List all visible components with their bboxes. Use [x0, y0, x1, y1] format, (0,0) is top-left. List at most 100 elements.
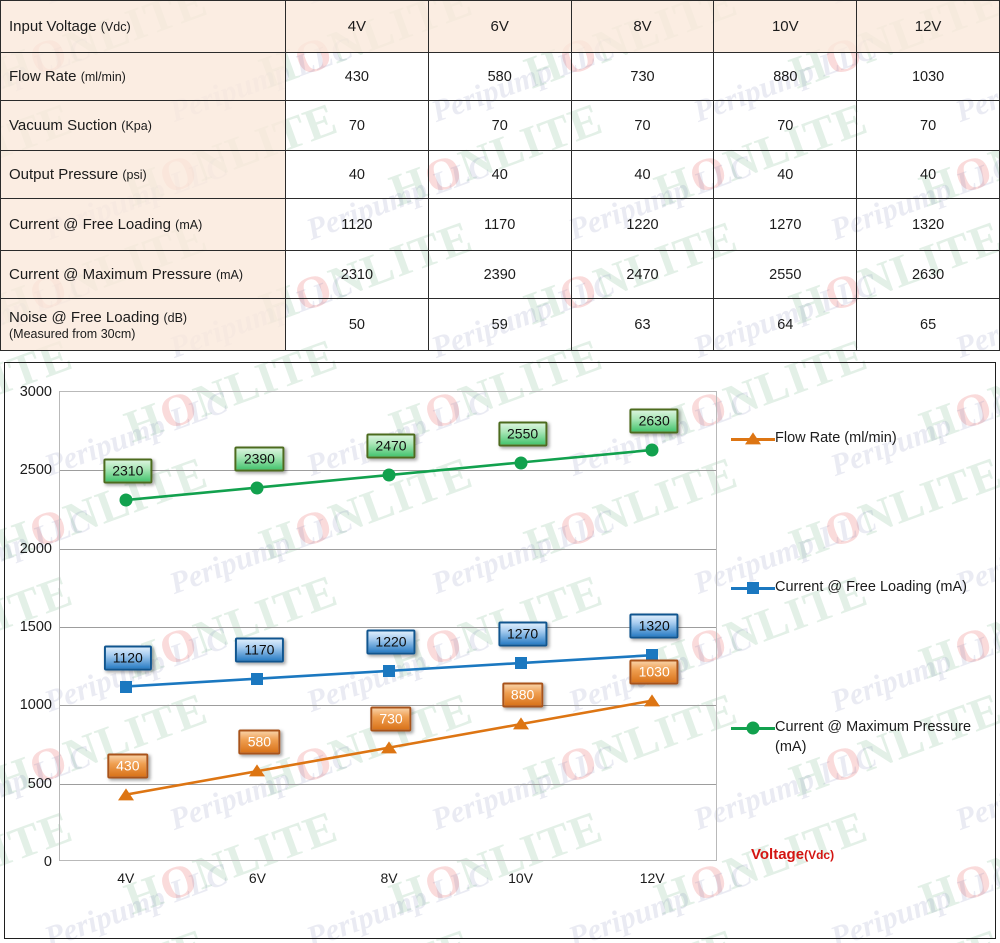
row-label-text: Noise @ Free Loading — [9, 308, 160, 326]
row-label-text: Current @ Free Loading — [9, 216, 171, 233]
gridline — [60, 548, 716, 550]
legend-marker — [731, 579, 775, 597]
table-cell: 1320 — [856, 198, 1000, 251]
y-axis-tick-label: 1500 — [19, 619, 52, 635]
data-point-marker — [646, 649, 659, 662]
legend-entry: Current @ Free Loading (mA) — [731, 578, 993, 598]
data-point-label: 2390 — [234, 446, 284, 472]
data-point-label: 1170 — [235, 637, 284, 663]
legend-marker-glyph — [747, 582, 759, 594]
data-point-marker — [645, 443, 659, 457]
row-label-text: Vacuum Suction — [9, 117, 118, 134]
table-cell: 70 — [856, 100, 1000, 151]
table-cell: 1270 — [713, 198, 858, 251]
series-lines — [125, 448, 653, 796]
table-row-label: Noise @ Free Loading (dB) (Measured from … — [0, 298, 286, 351]
table-cell: 40 — [856, 150, 1000, 199]
gridline — [60, 783, 716, 785]
table-cell: 40 — [427, 150, 572, 199]
data-point-label: 2550 — [498, 420, 548, 447]
table-cell: 2550 — [713, 250, 858, 299]
y-axis-tick-label: 0 — [43, 854, 52, 870]
row-label-text: Output Pressure — [9, 166, 119, 183]
table-column-header: 12V — [856, 0, 1000, 53]
data-point-marker — [117, 788, 134, 801]
legend-entry: Flow Rate (ml/min) — [731, 429, 993, 449]
data-point-label: 1030 — [629, 659, 679, 685]
data-point-label: 1120 — [103, 644, 152, 671]
table-column-header: 10V — [713, 0, 858, 53]
table-cell: 70 — [285, 100, 429, 151]
x-axis-title-text: Voltage — [751, 846, 805, 863]
table-row-label: Current @ Free Loading (mA) — [0, 198, 286, 251]
table-cell: 70 — [427, 100, 572, 151]
row-label-unit: (dB) — [163, 310, 188, 325]
table-cell: 40 — [713, 150, 858, 199]
table-row: Noise @ Free Loading (dB) (Measured from … — [0, 298, 1000, 351]
x-axis-tick-label: 12V — [639, 870, 665, 886]
table-cell: 70 — [713, 100, 858, 151]
row-label-text: Flow Rate — [9, 68, 77, 85]
gridline — [60, 705, 716, 707]
data-point-marker — [514, 657, 527, 670]
table-column-header: 8V — [570, 0, 715, 53]
table-row: Flow Rate (ml/min) 430 580 730 880 1030 — [0, 52, 1000, 101]
table-cell: 730 — [570, 52, 715, 101]
table-cell: 2390 — [427, 250, 572, 299]
data-point-label: 580 — [238, 729, 281, 755]
data-point-marker — [251, 672, 264, 685]
gridline — [60, 627, 716, 628]
table-row: Vacuum Suction (Kpa) 70 70 70 70 70 — [0, 100, 1000, 151]
x-axis-title-unit: (Vdc) — [804, 848, 835, 862]
legend-label: Flow Rate (ml/min) — [775, 430, 897, 446]
table-cell: 50 — [285, 298, 429, 351]
data-point-label: 2470 — [366, 433, 416, 459]
table-cell: 65 — [856, 298, 1000, 351]
table-cell: 1030 — [856, 52, 1000, 101]
y-axis-tick-label: 2500 — [19, 462, 52, 479]
y-axis-tick-label: 1000 — [19, 697, 52, 714]
table-cell: 64 — [713, 298, 858, 351]
table-row-label: Flow Rate (ml/min) — [0, 52, 286, 101]
y-axis-tick-label: 500 — [27, 775, 52, 792]
x-axis-tick-label: 8V — [380, 870, 398, 886]
table-cell: 2310 — [285, 250, 429, 299]
x-axis-tick-label: 6V — [248, 870, 266, 886]
table-cell: 430 — [285, 52, 429, 101]
table-cell: 880 — [713, 52, 858, 101]
legend-label: Current @ Free Loading (mA) — [775, 579, 968, 595]
data-point-label: 730 — [370, 706, 412, 732]
table-row-label: Output Pressure (psi) — [0, 150, 286, 199]
specification-table: Input Voltage (Vdc) 4V 6V 8V 10V 12V Flow Rate… — [0, 0, 1000, 351]
data-point-marker — [644, 694, 661, 707]
performance-chart: 0 500 1000 1500 2000 2500 3000 4V 6V 8V 10V 12V 43… — [4, 362, 996, 939]
legend-marker — [731, 430, 775, 448]
table-row-label: Vacuum Suction (Kpa) — [0, 100, 286, 151]
data-point-marker — [514, 456, 528, 469]
data-point-label: 1220 — [366, 629, 416, 655]
table-cell: 1220 — [570, 198, 715, 251]
row-label-text: Current @ Maximum Pressure — [9, 266, 212, 283]
y-axis-tick-label: 3000 — [19, 384, 52, 400]
row-label-sub: (Measured from 30cm) — [9, 326, 136, 341]
header-label-unit: (Vdc) — [100, 20, 131, 34]
x-axis-title: Voltage(Vdc) — [751, 846, 834, 863]
table-row: Current @ Free Loading (mA) 1120 1170 1220 1… — [0, 198, 1000, 251]
table-header-row: Input Voltage (Vdc) 4V 6V 8V 10V 12V — [0, 0, 1000, 53]
legend-marker-glyph — [745, 432, 761, 445]
header-label-text: Input Voltage — [9, 18, 97, 35]
row-label-unit: (mA) — [215, 268, 244, 282]
y-axis-tick-label: 2000 — [19, 540, 52, 557]
chart-plot-area: 0 500 1000 1500 2000 2500 3000 4V 6V 8V 10V 12V 43… — [20, 384, 717, 886]
data-point-label: 880 — [501, 682, 544, 708]
data-point-label: 2310 — [103, 458, 153, 484]
row-label-unit: (mA) — [175, 218, 203, 232]
table-cell: 40 — [285, 150, 429, 199]
data-point-marker — [250, 481, 264, 495]
table-cell: 580 — [427, 52, 572, 101]
table-row-label: Current @ Maximum Pressure (mA) — [0, 250, 286, 299]
table-cell: 40 — [570, 150, 715, 199]
table-column-header: 4V — [285, 0, 429, 53]
legend-label: Current @ Maximum Pressure (mA) — [775, 719, 972, 755]
